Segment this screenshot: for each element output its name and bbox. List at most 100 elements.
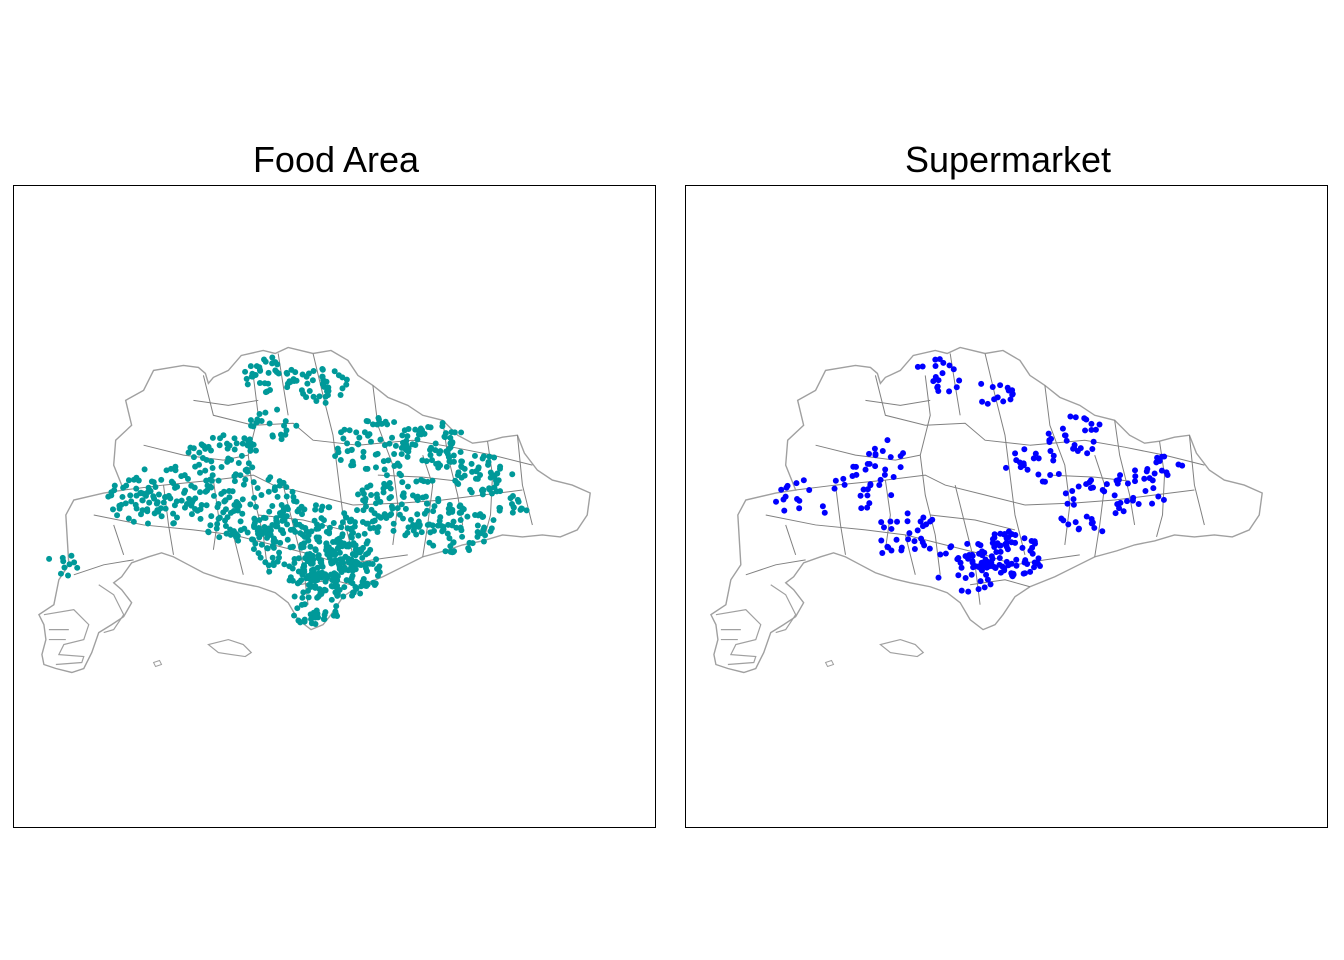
map-point: [404, 483, 411, 490]
map-point: [435, 495, 442, 502]
map-point: [332, 453, 339, 460]
map-point: [266, 508, 273, 515]
map-point: [449, 549, 456, 556]
map-point: [1091, 524, 1098, 531]
map-point: [840, 475, 847, 482]
map-point: [887, 518, 894, 525]
map-point: [250, 441, 257, 448]
map-point: [295, 555, 302, 562]
map-point: [269, 354, 276, 361]
map-point: [384, 421, 391, 428]
map-point: [428, 444, 435, 451]
map-point: [872, 463, 879, 470]
map-point: [1081, 415, 1088, 422]
map-point: [350, 589, 357, 596]
map-point: [439, 419, 446, 426]
map-point: [496, 465, 503, 472]
map-point: [418, 431, 425, 438]
subzone-boundary: [73, 559, 134, 576]
map-point: [1062, 432, 1069, 439]
map-point: [1035, 555, 1042, 562]
map-point: [1020, 462, 1027, 469]
map-point: [323, 573, 330, 580]
map-point: [368, 492, 375, 499]
map-point: [242, 476, 249, 483]
map-point: [404, 453, 411, 460]
map-point: [392, 442, 399, 449]
map-point: [477, 511, 484, 518]
map-point: [1071, 445, 1078, 452]
map-point: [203, 477, 210, 484]
map-point: [914, 527, 921, 534]
map-point: [421, 510, 428, 517]
island-outline: [824, 659, 835, 668]
map-point: [923, 521, 930, 528]
map-point: [299, 531, 306, 538]
map-point: [346, 559, 353, 566]
map-point: [381, 442, 388, 449]
map-point: [363, 417, 370, 424]
map-point: [469, 468, 476, 475]
map-point: [1144, 466, 1151, 473]
map-point: [178, 473, 185, 480]
map-point: [437, 514, 444, 521]
map-point: [1132, 478, 1138, 485]
map-point: [997, 548, 1004, 555]
map-point: [978, 567, 985, 574]
map-point: [319, 373, 326, 380]
map-point: [781, 507, 788, 514]
map-point: [242, 467, 249, 474]
map-point: [299, 511, 305, 518]
map-point: [1034, 560, 1041, 567]
map-point: [350, 540, 357, 547]
subzone-boundary: [212, 480, 219, 550]
subzone-boundary: [193, 399, 259, 406]
map-point: [443, 463, 450, 470]
map-point: [262, 526, 269, 533]
map-point: [158, 513, 165, 520]
map-point: [997, 382, 1004, 389]
map-point: [410, 522, 417, 529]
map-point: [402, 505, 409, 512]
map-point: [353, 429, 360, 436]
map-point: [310, 393, 317, 400]
map-point: [289, 577, 296, 584]
map-point: [375, 416, 382, 423]
map-point: [888, 525, 895, 532]
map-point: [778, 486, 785, 493]
map-point: [319, 366, 326, 373]
map-point: [480, 538, 487, 545]
map-point: [178, 497, 185, 504]
map-point: [853, 471, 860, 478]
map-point: [255, 550, 262, 557]
map-point: [146, 499, 153, 506]
map-point: [375, 524, 382, 531]
map-point: [398, 501, 405, 508]
map-point: [241, 435, 248, 442]
map-point: [946, 362, 953, 369]
map-point: [239, 496, 246, 503]
map-point: [394, 505, 401, 512]
map-point: [1032, 450, 1039, 457]
map-point: [214, 521, 221, 528]
map-point: [456, 509, 463, 516]
map-point: [321, 586, 328, 593]
map-point: [266, 568, 273, 575]
map-point: [414, 511, 421, 518]
map-point: [898, 547, 905, 554]
map-point: [1035, 471, 1042, 478]
map-point: [170, 480, 177, 487]
map-point: [329, 577, 336, 584]
map-point: [244, 381, 251, 388]
map-point: [239, 510, 246, 517]
map-point: [1096, 421, 1103, 428]
map-point: [857, 492, 864, 499]
map-point: [367, 546, 374, 553]
subzone-boundary: [202, 375, 358, 446]
map-point: [348, 532, 355, 539]
map-point: [864, 492, 871, 499]
map-point: [472, 475, 479, 482]
map-point: [412, 426, 419, 433]
map-point: [337, 457, 344, 464]
map-point: [274, 493, 281, 500]
